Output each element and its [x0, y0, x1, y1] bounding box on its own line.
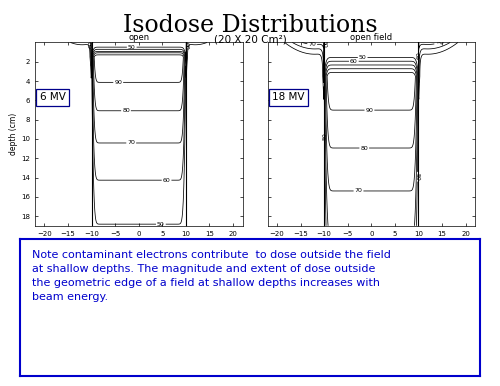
Text: 50: 50	[128, 45, 136, 50]
Text: 70: 70	[354, 188, 362, 193]
Text: 50: 50	[157, 222, 164, 227]
Text: 70: 70	[434, 39, 444, 46]
Text: 60: 60	[416, 51, 422, 59]
Text: 80: 80	[122, 108, 130, 113]
Text: 50: 50	[322, 132, 327, 140]
Text: 60: 60	[162, 178, 170, 183]
Text: 90: 90	[114, 80, 122, 85]
Text: 60: 60	[88, 41, 94, 48]
Text: 60: 60	[322, 41, 326, 48]
Text: (20 X 20 Cm²): (20 X 20 Cm²)	[214, 35, 286, 45]
Title: open field: open field	[350, 33, 393, 42]
Text: 90: 90	[366, 108, 374, 113]
Text: 70: 70	[128, 141, 135, 146]
Text: Isodose Distributions: Isodose Distributions	[122, 14, 378, 37]
Text: 6 MV: 6 MV	[40, 92, 66, 102]
Text: 60: 60	[350, 59, 358, 64]
Text: 70: 70	[308, 42, 316, 47]
X-axis label: off axis distance (cm): off axis distance (cm)	[98, 239, 180, 249]
Text: 50: 50	[359, 55, 366, 60]
Text: 50: 50	[414, 173, 420, 181]
Y-axis label: depth (cm): depth (cm)	[10, 113, 18, 155]
Text: 80: 80	[360, 146, 368, 151]
Title: open: open	[128, 33, 150, 42]
Text: 18 MV: 18 MV	[272, 92, 304, 102]
X-axis label: off axis distance (cm): off axis distance (cm)	[330, 239, 412, 249]
Text: Note contaminant electrons contribute  to dose outside the field
at shallow dept: Note contaminant electrons contribute to…	[32, 250, 390, 302]
Text: 60: 60	[184, 42, 189, 50]
